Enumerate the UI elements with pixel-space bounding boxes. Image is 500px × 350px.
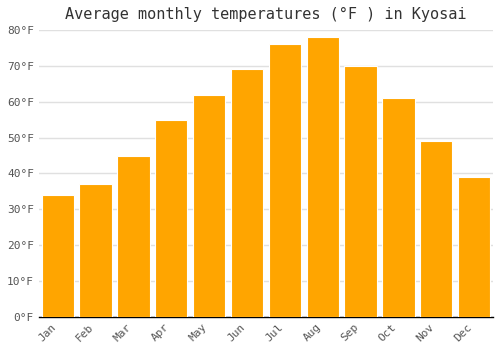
Title: Average monthly temperatures (°F ) in Kyosai: Average monthly temperatures (°F ) in Ky…: [65, 7, 466, 22]
Bar: [80, 184, 112, 317]
Bar: [231, 70, 263, 317]
Bar: [155, 120, 188, 317]
Bar: [344, 66, 376, 317]
Bar: [42, 195, 74, 317]
Bar: [382, 98, 414, 317]
Bar: [420, 141, 452, 317]
Bar: [118, 155, 150, 317]
Bar: [458, 177, 490, 317]
Bar: [269, 44, 301, 317]
Bar: [193, 94, 225, 317]
Bar: [306, 37, 339, 317]
